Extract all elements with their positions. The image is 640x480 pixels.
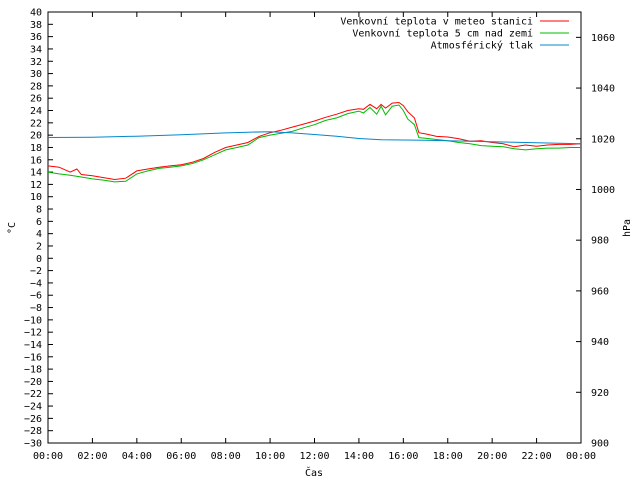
plot-frame — [47, 11, 582, 444]
y2-axis-label: hPa — [622, 219, 633, 237]
x-tick-label: 08:00 — [211, 451, 241, 462]
y2-tick-label: 980 — [591, 236, 609, 247]
y-tick-label: 14 — [30, 168, 42, 179]
x-axis-label: Čas — [305, 466, 323, 479]
y-tick-label: 4 — [36, 229, 42, 240]
y2-tick-label: 920 — [591, 388, 609, 399]
series-line-1 — [47, 101, 582, 181]
y2-axis: 900 920 940 960 980 1000 1020 1040 1060 — [576, 33, 615, 450]
series-line-2 — [47, 104, 581, 183]
y-tick-label: 12 — [30, 180, 42, 191]
y-tick-label: 28 — [30, 81, 42, 92]
y-tick-label: 6 — [36, 217, 42, 228]
y-tick-label: −20 — [24, 377, 42, 388]
y-tick-label: −10 — [24, 315, 42, 326]
y-tick-label: −26 — [24, 414, 42, 425]
y-tick-label: 2 — [36, 241, 42, 252]
x-tick-label: 14:00 — [344, 451, 374, 462]
y-tick-label: −18 — [24, 365, 42, 376]
y-tick-label: 22 — [30, 118, 42, 129]
legend-label: Venkovní teplota 5 cm nad zemí — [352, 28, 533, 40]
y-tick-label: −30 — [24, 439, 42, 450]
y-tick-label: 34 — [30, 44, 42, 55]
y2-tick-label: 960 — [591, 286, 609, 297]
y-tick-label: 36 — [30, 32, 42, 43]
y-tick-label: 24 — [30, 106, 42, 117]
y-tick-label: −8 — [30, 303, 42, 314]
y-tick-label: 38 — [30, 20, 42, 31]
y2-tick-label: 1000 — [591, 185, 615, 196]
y-tick-label: 8 — [36, 205, 42, 216]
x-tick-label: 00:00 — [566, 451, 596, 462]
x-tick-label: 16:00 — [388, 451, 418, 462]
y-tick-label: −6 — [30, 291, 42, 302]
y-tick-label: 10 — [30, 192, 42, 203]
legend: Venkovní teplota v meteo staniciVenkovní… — [340, 16, 569, 52]
y2-tick-label: 940 — [591, 337, 609, 348]
y-axis-label: °C — [7, 222, 18, 234]
series-group — [47, 101, 582, 183]
y-tick-label: 30 — [30, 69, 42, 80]
legend-label: Venkovní teplota v meteo stanici — [340, 16, 533, 28]
x-tick-label: 06:00 — [166, 451, 196, 462]
x-tick-label: 04:00 — [122, 451, 152, 462]
y2-tick-label: 1040 — [591, 84, 615, 95]
y-tick-label: 16 — [30, 155, 42, 166]
y2-tick-label: 1020 — [591, 134, 615, 145]
y-tick-label: 20 — [30, 131, 42, 142]
x-tick-label: 10:00 — [255, 451, 285, 462]
y-tick-label: 18 — [30, 143, 42, 154]
x-tick-label: 12:00 — [299, 451, 329, 462]
x-tick-label: 02:00 — [77, 451, 107, 462]
y-tick-label: −22 — [24, 389, 42, 400]
y-tick-label: 26 — [30, 94, 42, 105]
x-tick-label: 00:00 — [33, 451, 63, 462]
y2-tick-label: 900 — [591, 439, 609, 450]
y-tick-label: −2 — [30, 266, 42, 277]
x-axis: 00:00 02:00 04:00 06:00 08:00 10:00 12:00 14:00… — [33, 12, 596, 462]
series-line-3 — [47, 131, 582, 145]
x-tick-label: 22:00 — [522, 451, 552, 462]
x-tick-label: 18:00 — [433, 451, 463, 462]
legend-label: Atmosférický tlak — [431, 40, 533, 52]
y-tick-label: −16 — [24, 352, 42, 363]
y-tick-label: −28 — [24, 426, 42, 437]
y-tick-label: 0 — [36, 254, 42, 265]
y-tick-label: 40 — [30, 8, 42, 19]
y2-tick-label: 1060 — [591, 33, 615, 44]
y-tick-label: −12 — [24, 328, 42, 339]
x-tick-label: 20:00 — [477, 451, 507, 462]
y-tick-label: −4 — [30, 278, 42, 289]
y-tick-label: 32 — [30, 57, 42, 68]
y-tick-label: −14 — [24, 340, 42, 351]
y-axis: −30−28−26−24−22−20−18−16−14−12−10−8−6−4−… — [24, 8, 53, 450]
y-tick-label: −24 — [24, 402, 42, 413]
